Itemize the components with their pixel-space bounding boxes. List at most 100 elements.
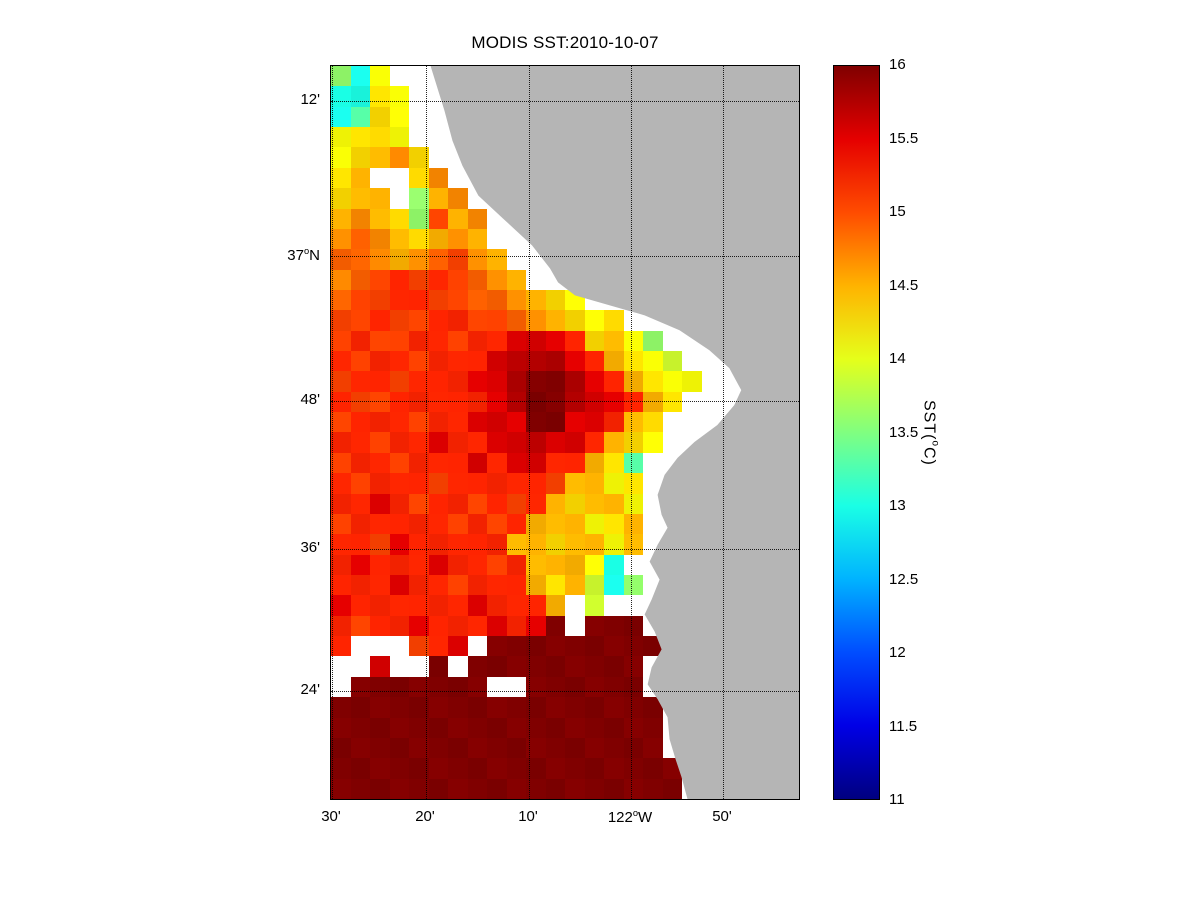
sst-cell [467, 615, 487, 637]
no-data-cell [643, 493, 663, 514]
x-axis-tick-labels: 30' 20' 10' 122oW 50' [321, 806, 800, 832]
sst-cell [370, 717, 390, 738]
sst-cell [545, 717, 565, 738]
sst-cell [428, 249, 448, 270]
colorbar-axis-label-text: SST(oC) [920, 399, 941, 466]
sst-cell [467, 554, 487, 576]
sst-cell [409, 167, 429, 189]
sst-cell [350, 188, 370, 209]
sst-cell [584, 310, 604, 331]
sst-cell [526, 554, 546, 576]
sst-cell [350, 697, 370, 718]
sst-cell [448, 615, 468, 637]
sst-cell [409, 717, 429, 738]
chart-title: MODIS SST:2010-10-07 [471, 33, 659, 52]
sst-cell [428, 554, 448, 576]
sst-cell [370, 452, 390, 474]
sst-cell [467, 289, 487, 311]
no-data-cell [643, 473, 663, 494]
sst-cell [350, 289, 370, 311]
y-axis-tick-labels: 12' 37oN 48' 36' 24' [230, 65, 322, 800]
sst-cell [370, 697, 390, 718]
no-data-cell [409, 127, 429, 148]
sst-cell [604, 452, 624, 474]
sst-cell [584, 452, 604, 474]
sst-cell [448, 208, 468, 229]
no-data-cell [643, 452, 663, 474]
sst-cell [506, 371, 526, 392]
sst-cell [409, 432, 429, 453]
sst-cell [487, 717, 507, 738]
sst-cell [389, 310, 409, 331]
sst-cell [389, 127, 409, 148]
colorbar-tick-label: 13.5 [889, 423, 919, 441]
sst-cell [506, 636, 526, 657]
sst-cell [448, 595, 468, 616]
colorbar-tick-labels: 16 15.5 15 14.5 14 13.5 13 12.5 12 11.5 11 [889, 56, 949, 808]
sst-cell [526, 737, 546, 759]
tick-label: 37oN [287, 246, 320, 264]
sst-cell [409, 371, 429, 392]
sst-cell [623, 758, 643, 779]
sst-cell [623, 412, 643, 433]
sst-cell [565, 513, 585, 535]
sst-cell [428, 656, 448, 677]
sst-cell [565, 636, 585, 657]
tick-label: 12' [300, 91, 320, 108]
no-data-cell [448, 656, 468, 677]
sst-cell [331, 351, 351, 372]
sst-cell [350, 554, 370, 576]
sst-cell [643, 758, 663, 779]
sst-cell [409, 636, 429, 657]
sst-cell [545, 412, 565, 433]
sst-cell [584, 330, 604, 352]
sst-cell [526, 575, 546, 596]
sst-cell [565, 432, 585, 453]
sst-cell [389, 575, 409, 596]
no-data-cell [662, 330, 682, 352]
sst-cell [565, 676, 585, 698]
sst-cell [428, 452, 448, 474]
sst-cell [409, 269, 429, 290]
sst-cell [370, 412, 390, 433]
sst-cell [331, 106, 351, 128]
sst-cell [428, 289, 448, 311]
sst-cell [545, 636, 565, 657]
sst-cell [545, 432, 565, 453]
sst-cell [604, 554, 624, 576]
sst-cell [350, 147, 370, 168]
sst-cell [623, 330, 643, 352]
sst-cell [428, 228, 448, 250]
sst-cell [370, 106, 390, 128]
sst-cell [604, 371, 624, 392]
sst-cell [389, 228, 409, 250]
sst-cell [350, 737, 370, 759]
sst-cell [331, 208, 351, 229]
no-data-cell [623, 554, 643, 576]
sst-cell [467, 432, 487, 453]
sst-cell [331, 717, 351, 738]
sst-cell [389, 493, 409, 514]
colorbar-tick-label: 11 [889, 791, 905, 808]
no-data-cell [643, 513, 663, 535]
sst-cell [448, 432, 468, 453]
sst-cell [467, 269, 487, 290]
sst-cell [448, 554, 468, 576]
sst-cell [623, 636, 643, 657]
sst-cell [643, 697, 663, 718]
sst-cell [448, 351, 468, 372]
sst-cell [389, 432, 409, 453]
sst-cell [623, 432, 643, 453]
sst-cell [350, 371, 370, 392]
sst-cell [409, 208, 429, 229]
sst-cell [409, 554, 429, 576]
sst-cell [428, 473, 448, 494]
sst-cell [565, 351, 585, 372]
sst-cell [623, 697, 643, 718]
gridline-horizontal [331, 101, 799, 102]
sst-cell [565, 371, 585, 392]
sst-cell [584, 676, 604, 698]
sst-cell [506, 778, 526, 799]
sst-cell [506, 737, 526, 759]
